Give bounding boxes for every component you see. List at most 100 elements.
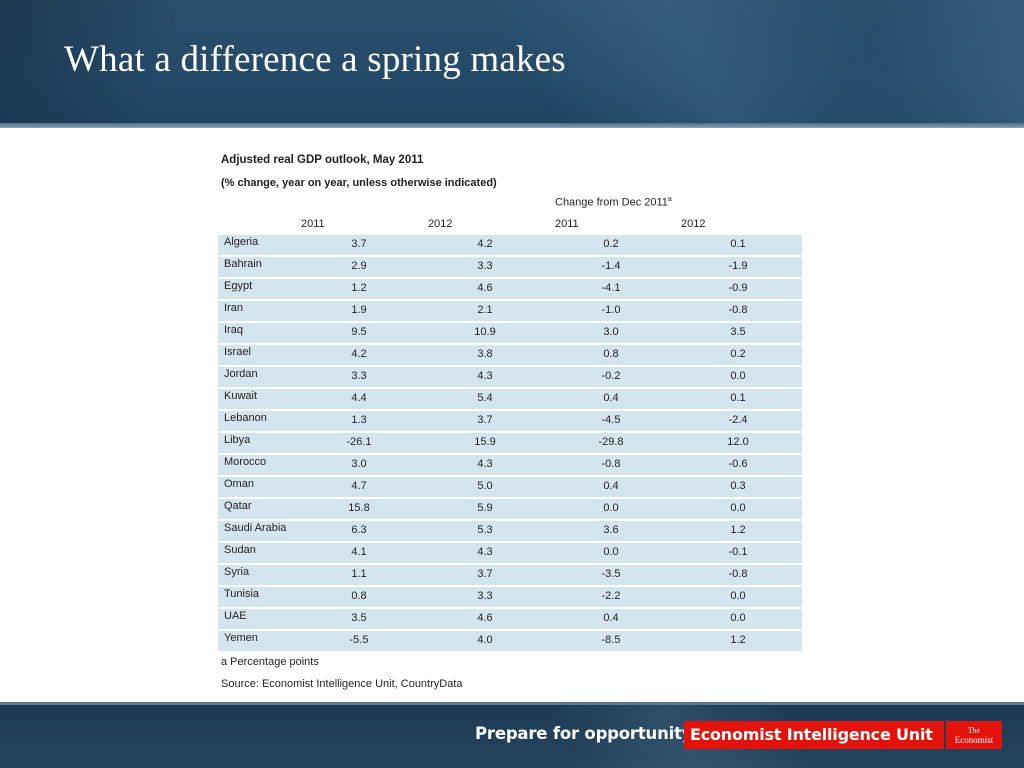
row-value: -4.5 <box>601 414 621 426</box>
eiu-logo-text: Economist Intelligence Unit <box>690 725 933 744</box>
table-row: Tunisia 0.8 3.3 -2.2 0.0 <box>218 587 802 607</box>
economist-logo-line2: Economist <box>954 735 994 745</box>
row-value: 4.2 <box>477 238 493 250</box>
row-country: Morocco <box>224 456 267 468</box>
row-value: -0.1 <box>728 546 748 558</box>
row-value: 5.9 <box>477 502 493 514</box>
row-value: 4.6 <box>477 282 493 294</box>
row-value: -5.5 <box>349 634 369 646</box>
row-value: 5.3 <box>477 524 493 536</box>
row-country: Bahrain <box>224 258 262 270</box>
row-value: 10.9 <box>474 326 496 338</box>
table-source: Source: Economist Intelligence Unit, Cou… <box>221 678 463 690</box>
row-value: 15.9 <box>474 436 496 448</box>
row-value: 0.2 <box>603 238 619 250</box>
row-country: Iran <box>224 302 243 314</box>
row-value: -1.4 <box>601 260 621 272</box>
row-value: 0.8 <box>351 590 367 602</box>
row-value: 1.2 <box>730 524 746 536</box>
row-value: -26.1 <box>346 436 372 448</box>
row-value: 0.3 <box>730 480 746 492</box>
row-value: 4.6 <box>477 612 493 624</box>
column-header-2012: 2012 <box>428 218 453 230</box>
row-value: 0.0 <box>730 590 746 602</box>
row-value: 1.2 <box>730 634 746 646</box>
row-value: -0.8 <box>728 568 748 580</box>
row-value: 3.0 <box>603 326 619 338</box>
table-row: Libya -26.1 15.9 -29.8 12.0 <box>218 433 802 453</box>
table-title: Adjusted real GDP outlook, May 2011 <box>221 154 424 166</box>
table-row: Yemen -5.5 4.0 -8.5 1.2 <box>218 631 802 651</box>
row-value: 3.8 <box>477 348 493 360</box>
row-value: 0.0 <box>603 546 619 558</box>
row-value: 3.3 <box>351 370 367 382</box>
row-country: Tunisia <box>224 588 260 600</box>
table-row: Sudan 4.1 4.3 0.0 -0.1 <box>218 543 802 563</box>
change-group-header: Change from Dec 2011a <box>555 196 672 209</box>
row-value: -0.2 <box>601 370 621 382</box>
row-country: Jordan <box>224 368 258 380</box>
row-value: 4.1 <box>351 546 367 558</box>
table-footnote: a Percentage points <box>221 656 319 668</box>
row-value: 3.3 <box>477 590 493 602</box>
slide-header-band: What a difference a spring makes <box>0 0 1024 128</box>
header-shade <box>834 0 1024 128</box>
table-row: Israel 4.2 3.8 0.8 0.2 <box>218 345 802 365</box>
change-group-header-note: a <box>667 196 672 203</box>
row-value: 3.6 <box>603 524 619 536</box>
row-country: Oman <box>224 478 254 490</box>
column-header-change-2011: 2011 <box>555 218 579 230</box>
eiu-logo: Economist Intelligence Unit <box>684 721 944 749</box>
row-value: 0.4 <box>603 480 619 492</box>
row-value: 0.1 <box>730 238 746 250</box>
row-value: -8.5 <box>601 634 621 646</box>
row-country: Kuwait <box>224 390 258 402</box>
table-row: Iraq 9.5 10.9 3.0 3.5 <box>218 323 802 343</box>
row-value: 3.3 <box>477 260 493 272</box>
row-value: 3.5 <box>730 326 746 338</box>
row-value: 3.5 <box>351 612 367 624</box>
slide-title: What a difference a spring makes <box>64 39 566 80</box>
row-value: -0.6 <box>728 458 748 470</box>
row-value: 1.3 <box>351 414 367 426</box>
table-row: UAE 3.5 4.6 0.4 0.0 <box>218 609 802 629</box>
row-value: 4.3 <box>477 546 493 558</box>
footer-edge <box>0 702 1024 705</box>
table-row: Morocco 3.0 4.3 -0.8 -0.6 <box>218 455 802 475</box>
row-value: 4.7 <box>351 480 367 492</box>
row-value: -0.8 <box>601 458 621 470</box>
row-value: 0.8 <box>603 348 619 360</box>
row-value: 0.4 <box>603 612 619 624</box>
economist-logo-line1: The <box>967 726 981 735</box>
row-value: 0.0 <box>730 612 746 624</box>
row-country: Yemen <box>224 632 258 644</box>
row-value: -1.9 <box>728 260 748 272</box>
row-value: 15.8 <box>348 502 370 514</box>
row-value: 5.0 <box>477 480 493 492</box>
row-value: 0.4 <box>603 392 619 404</box>
table-row: Lebanon 1.3 3.7 -4.5 -2.4 <box>218 411 802 431</box>
table-row: Kuwait 4.4 5.4 0.4 0.1 <box>218 389 802 409</box>
row-value: 3.0 <box>351 458 367 470</box>
slide-footer-band: Prepare for opportunity. Economist Intel… <box>0 702 1024 768</box>
row-value: 1.9 <box>351 304 367 316</box>
row-value: 0.0 <box>603 502 619 514</box>
row-value: 0.2 <box>730 348 746 360</box>
row-value: -3.5 <box>601 568 621 580</box>
economist-logo: The Economist <box>946 721 1002 749</box>
row-country: Egypt <box>224 280 253 292</box>
table-subtitle: (% change, year on year, unless otherwis… <box>221 177 497 189</box>
row-value: -2.2 <box>601 590 621 602</box>
row-value: 1.2 <box>351 282 367 294</box>
change-group-header-text: Change from Dec 2011 <box>555 196 668 209</box>
header-edge <box>0 123 1024 128</box>
row-value: -4.1 <box>601 282 621 294</box>
row-value: 4.2 <box>351 348 367 360</box>
row-country: Lebanon <box>224 412 267 424</box>
row-value: 0.0 <box>730 370 746 382</box>
table-row: Algeria 3.7 4.2 0.2 0.1 <box>218 235 802 255</box>
row-value: -0.8 <box>728 304 748 316</box>
row-value: 2.9 <box>351 260 367 272</box>
row-country: Algeria <box>224 236 259 248</box>
row-country: UAE <box>224 610 247 622</box>
